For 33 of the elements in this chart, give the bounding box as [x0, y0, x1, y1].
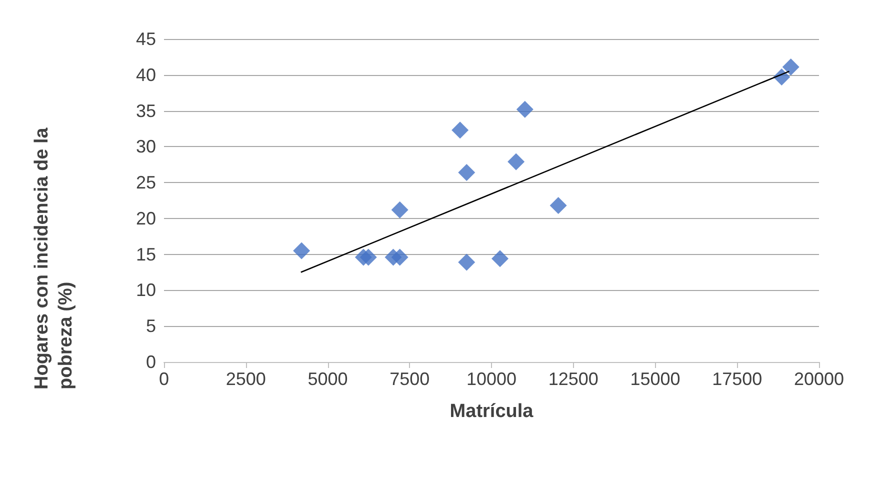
y-tick-label: 20	[136, 208, 156, 228]
y-tick-label: 10	[136, 280, 156, 300]
x-tick-label: 0	[158, 369, 170, 389]
point	[516, 100, 534, 118]
x-tick-label: 7500	[390, 369, 430, 389]
x-tick-label: 15000	[630, 369, 680, 389]
x-tick-label: 17500	[712, 369, 762, 389]
y-axis-title: Hogares con incidencia de la pobreza (%)	[32, 122, 76, 390]
y-tick-label: 35	[136, 100, 156, 121]
y-tick-label: 30	[136, 136, 156, 157]
point	[458, 164, 476, 182]
point	[492, 250, 509, 268]
y-tick-label: 45	[136, 29, 156, 49]
x-tick-label: 5000	[308, 369, 348, 389]
point	[508, 153, 525, 170]
point	[293, 242, 310, 260]
point	[391, 248, 408, 266]
y-tick-label: 15	[136, 244, 156, 264]
y-tick-label: 25	[136, 172, 156, 193]
x-tick-label: 2500	[226, 369, 266, 389]
x-tick-label: 10000	[466, 369, 517, 389]
point	[360, 248, 377, 266]
y-tick-label: 5	[146, 316, 156, 336]
point	[782, 58, 800, 76]
point	[391, 201, 408, 218]
x-tick-label: 12500	[548, 369, 598, 389]
point	[458, 254, 476, 271]
point	[550, 197, 567, 214]
point	[452, 122, 469, 139]
y-tick-label: 0	[146, 352, 156, 372]
x-tick-label: 20000	[794, 369, 844, 389]
y-tick-label: 40	[136, 64, 156, 85]
x-axis-title: Matrícula	[450, 401, 534, 422]
